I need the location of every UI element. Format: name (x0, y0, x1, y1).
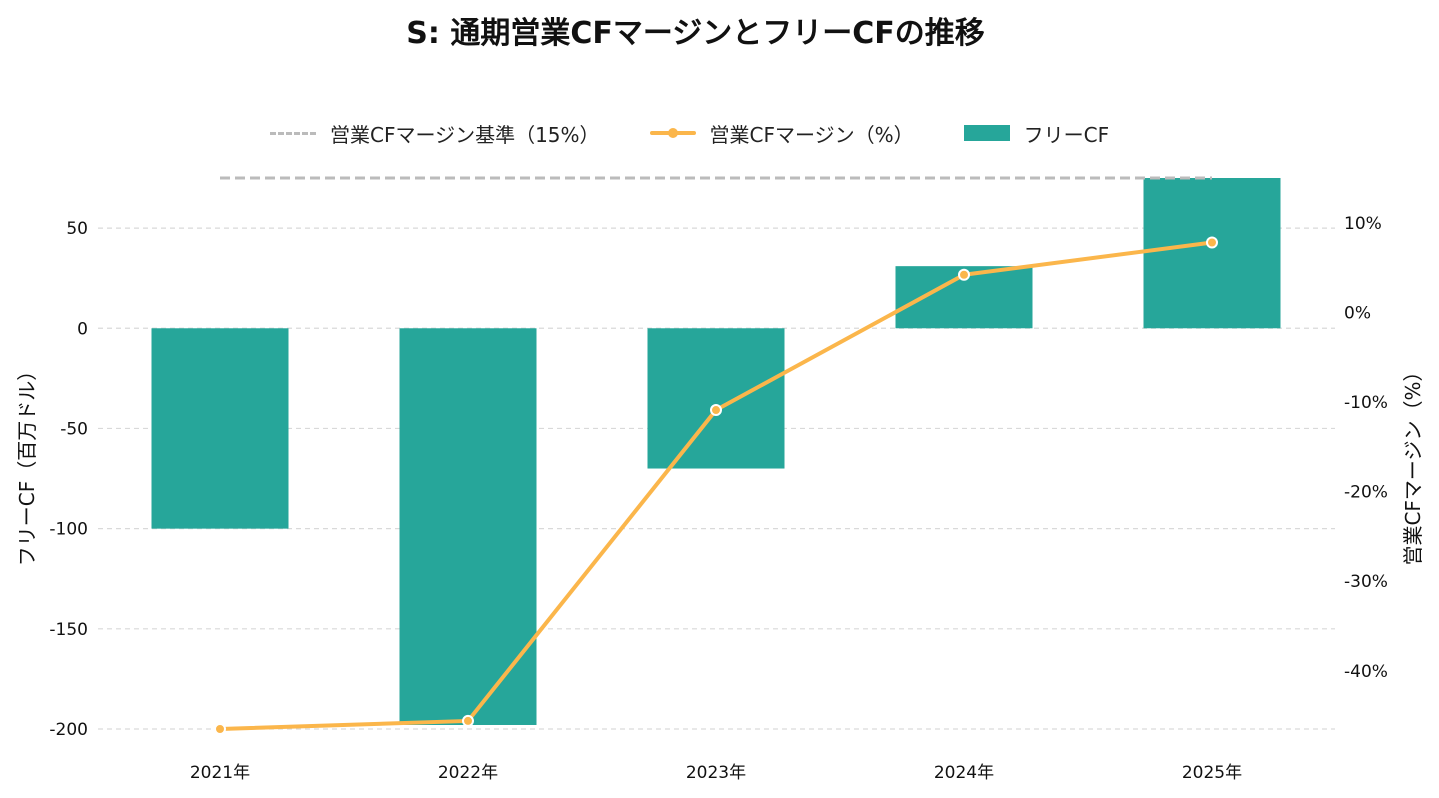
margin-point (710, 404, 722, 417)
margin-point (958, 268, 970, 281)
bar-fcf (1143, 178, 1281, 329)
legend-swatch-margin (649, 128, 696, 138)
left-tick-label: -50 (60, 419, 88, 439)
x-tick-label: 2024年 (934, 763, 994, 783)
line-layer (214, 236, 1218, 735)
bar-fcf (151, 328, 289, 529)
left-tick-label: 0 (77, 319, 88, 339)
legend-swatch-reference (270, 131, 316, 135)
legend-label-fcf: フリーCF (1023, 122, 1110, 147)
right-tick-label: 0% (1344, 303, 1371, 323)
x-tick-label: 2023年 (686, 763, 746, 783)
bar-fcf (647, 328, 785, 469)
right-tick-label: 10% (1344, 214, 1382, 234)
legend: 営業CFマージン基準（15%） 営業CFマージン（%） フリーCF (270, 116, 1109, 150)
legend-label-reference: 営業CFマージン基準（15%） (330, 122, 600, 147)
margin-point (214, 723, 226, 735)
left-tick-label: -100 (49, 520, 88, 540)
axis-layer: 50 0 -50 -100 -150 -200 10% 0% -10% -20% -30% -40% 2… (15, 214, 1425, 783)
right-tick-label: -40% (1344, 662, 1388, 682)
bar-fcf (399, 328, 537, 725)
x-tick-label: 2022年 (438, 763, 498, 783)
left-tick-label: -150 (49, 620, 88, 640)
grid-layer (98, 227, 1335, 730)
left-axis-label: フリーCF（百万ドル） (15, 361, 39, 566)
legend-label-margin: 営業CFマージン（%） (709, 122, 914, 147)
chart-title: S: 通期営業CFマージンとフリーCFの推移 (406, 16, 985, 51)
right-axis-label: 営業CFマージン（%） (1401, 361, 1425, 565)
legend-item-fcf: フリーCF (963, 119, 1110, 148)
margin-line (218, 240, 1214, 731)
margin-point (1206, 236, 1218, 249)
right-tick-label: -20% (1344, 483, 1388, 503)
left-tick-label: 50 (66, 219, 88, 239)
legend-item-reference: 営業CFマージン基準（15%） (270, 119, 600, 148)
legend-item-margin: 営業CFマージン（%） (649, 119, 914, 148)
x-tick-label: 2021年 (190, 763, 250, 783)
left-tick-label: -200 (49, 720, 88, 740)
right-tick-label: -30% (1344, 572, 1388, 592)
bar-layer (151, 178, 1281, 725)
right-tick-label: -10% (1344, 393, 1388, 413)
margin-point (462, 714, 474, 727)
x-tick-label: 2025年 (1182, 763, 1242, 783)
legend-swatch-fcf (963, 125, 1010, 141)
